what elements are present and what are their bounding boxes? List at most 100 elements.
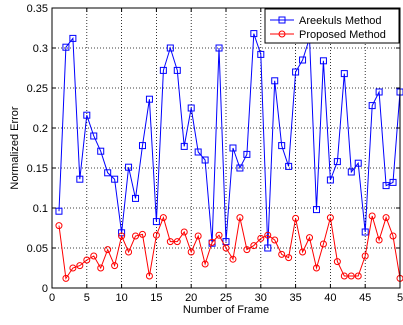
data-point-circle <box>319 240 327 248</box>
y-tick-label: 0.15 <box>27 163 48 175</box>
y-tick-label: 0.05 <box>27 243 48 255</box>
data-point-circle <box>312 264 320 272</box>
data-point-square <box>368 102 376 110</box>
x-tick-label: 20 <box>185 292 197 304</box>
data-point-square <box>299 56 307 64</box>
y-tick-label: 0.3 <box>33 43 48 55</box>
x-tick-label: 5 <box>397 292 403 304</box>
data-point-circle <box>375 236 383 244</box>
x-tick-label: 0 <box>49 292 55 304</box>
series-areekuls <box>55 30 403 252</box>
data-point-circle <box>194 232 202 240</box>
legend-marker-circle <box>278 30 286 38</box>
data-point-square <box>354 159 362 167</box>
data-point-circle <box>236 214 244 222</box>
data-point-circle <box>347 272 355 280</box>
data-point-circle <box>62 274 70 282</box>
data-point-square <box>257 50 265 58</box>
y-axis-title: Normalized Error <box>9 106 21 189</box>
data-point-square <box>132 194 140 202</box>
data-point-circle <box>208 238 216 246</box>
data-point-square <box>62 43 70 51</box>
data-point-circle <box>69 264 77 272</box>
data-point-circle <box>340 272 348 280</box>
data-point-square <box>285 162 293 170</box>
x-tick-label: 30 <box>255 292 267 304</box>
data-point-square <box>69 34 77 42</box>
data-point-square <box>271 77 279 85</box>
x-tick-label: 45 <box>359 292 371 304</box>
data-point-square <box>319 57 327 65</box>
x-tick-label: 15 <box>150 292 162 304</box>
data-point-circle <box>76 262 84 270</box>
data-point-square <box>180 142 188 150</box>
data-point-square <box>111 175 119 183</box>
axis-ticks: 0 5 10 15 20 25 30 35 40 45 500.050.10.150.20.250.… <box>27 3 403 304</box>
data-point-circle <box>145 272 153 280</box>
data-point-circle <box>257 234 265 242</box>
data-point-circle <box>173 238 181 246</box>
legend-label-proposed: Proposed Method <box>299 29 386 41</box>
data-point-square <box>152 218 160 226</box>
data-point-circle <box>215 231 223 239</box>
data-point-square <box>166 44 174 52</box>
data-point-square <box>382 182 390 190</box>
data-point-circle <box>292 214 300 222</box>
data-point-square <box>215 44 223 52</box>
x-tick-label: 35 <box>289 292 301 304</box>
x-tick-label: 40 <box>324 292 336 304</box>
data-point-circle <box>201 260 209 268</box>
legend: Areekuls Method Proposed Method <box>264 8 400 44</box>
data-point-circle <box>361 252 369 260</box>
data-point-square <box>236 164 244 172</box>
y-tick-label: 0.1 <box>33 203 48 215</box>
y-tick-label: 0 <box>42 283 48 295</box>
data-point-circle <box>326 214 334 222</box>
data-point-square <box>76 175 84 183</box>
data-point-square <box>229 144 237 152</box>
legend-label-areekuls: Areekuls Method <box>299 15 382 27</box>
data-point-circle <box>354 272 362 280</box>
data-point-circle <box>118 232 126 240</box>
data-point-circle <box>243 246 251 254</box>
data-point-square <box>326 176 334 184</box>
data-point-circle <box>166 238 174 246</box>
data-point-circle <box>152 231 160 239</box>
data-point-circle <box>285 254 293 262</box>
data-point-square <box>347 168 355 176</box>
data-point-square <box>194 148 202 156</box>
data-point-square <box>264 244 272 252</box>
data-point-circle <box>125 248 133 256</box>
data-point-circle <box>333 258 341 266</box>
data-point-square <box>333 158 341 166</box>
data-point-square <box>375 88 383 96</box>
data-point-square <box>187 104 195 112</box>
data-point-circle <box>83 256 91 264</box>
data-point-circle <box>111 262 119 270</box>
data-point-circle <box>229 255 237 263</box>
data-point-circle <box>180 228 188 236</box>
data-point-circle <box>278 250 286 258</box>
data-point-circle <box>389 232 397 240</box>
data-point-circle <box>138 230 146 238</box>
x-tick-label: 25 <box>220 292 232 304</box>
series-proposed <box>55 212 403 282</box>
data-point-square <box>159 66 167 74</box>
data-point-circle <box>264 231 272 239</box>
data-point-square <box>138 142 146 150</box>
data-point-circle <box>104 246 112 254</box>
data-point-circle <box>368 212 376 220</box>
data-point-square <box>340 70 348 78</box>
data-point-square <box>250 30 258 38</box>
data-point-circle <box>132 232 140 240</box>
data-point-circle <box>382 214 390 222</box>
y-tick-label: 0.35 <box>27 3 48 15</box>
data-point-square <box>90 132 98 140</box>
data-point-square <box>55 207 63 215</box>
data-point-square <box>292 68 300 76</box>
series-line <box>58 33 401 249</box>
data-point-square <box>145 95 153 103</box>
x-axis-title: Number of Frame <box>183 304 269 316</box>
y-tick-label: 0.25 <box>27 83 48 95</box>
